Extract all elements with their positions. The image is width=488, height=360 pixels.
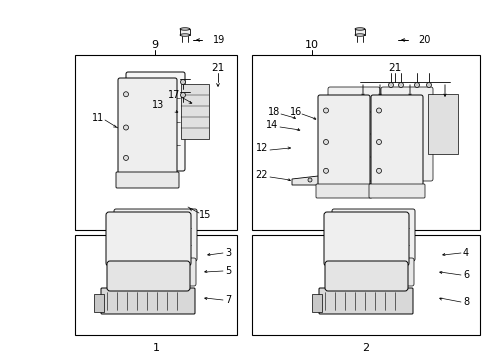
Bar bbox=[75, 55, 237, 230]
Text: 12: 12 bbox=[255, 143, 267, 153]
FancyBboxPatch shape bbox=[325, 261, 407, 291]
Text: 21: 21 bbox=[387, 63, 401, 73]
Circle shape bbox=[323, 168, 328, 173]
FancyBboxPatch shape bbox=[368, 184, 424, 198]
Circle shape bbox=[387, 82, 393, 87]
Bar bbox=[311, 294, 321, 312]
FancyBboxPatch shape bbox=[332, 258, 413, 286]
Circle shape bbox=[376, 168, 381, 173]
Text: 11: 11 bbox=[92, 113, 104, 123]
Circle shape bbox=[426, 82, 430, 87]
Text: 15: 15 bbox=[199, 210, 211, 220]
Text: 21: 21 bbox=[211, 63, 224, 73]
Text: 1: 1 bbox=[152, 343, 159, 353]
Text: 5: 5 bbox=[224, 266, 231, 276]
Text: 4: 4 bbox=[462, 248, 468, 258]
Bar bbox=[94, 294, 104, 312]
Bar bbox=[181, 84, 208, 139]
FancyBboxPatch shape bbox=[317, 95, 369, 189]
Circle shape bbox=[376, 108, 381, 113]
FancyBboxPatch shape bbox=[115, 258, 196, 286]
FancyBboxPatch shape bbox=[116, 172, 179, 188]
Ellipse shape bbox=[354, 28, 364, 30]
Circle shape bbox=[376, 139, 381, 144]
Bar bbox=[75, 235, 237, 335]
FancyBboxPatch shape bbox=[118, 78, 177, 177]
Text: 9: 9 bbox=[151, 40, 158, 50]
Circle shape bbox=[180, 80, 185, 85]
Ellipse shape bbox=[354, 34, 364, 36]
FancyBboxPatch shape bbox=[101, 288, 195, 314]
Circle shape bbox=[414, 82, 419, 87]
FancyBboxPatch shape bbox=[318, 288, 412, 314]
Text: 14: 14 bbox=[265, 120, 278, 130]
Polygon shape bbox=[291, 175, 326, 185]
Text: 7: 7 bbox=[224, 295, 231, 305]
FancyBboxPatch shape bbox=[106, 212, 191, 266]
FancyBboxPatch shape bbox=[380, 87, 432, 181]
Text: 6: 6 bbox=[462, 270, 468, 280]
FancyBboxPatch shape bbox=[331, 209, 414, 261]
Text: 20: 20 bbox=[417, 35, 429, 45]
Circle shape bbox=[123, 156, 128, 161]
Ellipse shape bbox=[180, 34, 189, 36]
Bar bbox=[251, 235, 479, 335]
FancyBboxPatch shape bbox=[114, 209, 197, 261]
Bar bbox=[180, 29, 189, 35]
Circle shape bbox=[323, 108, 328, 113]
Text: 16: 16 bbox=[289, 107, 302, 117]
Circle shape bbox=[180, 93, 185, 98]
Text: 22: 22 bbox=[255, 170, 268, 180]
FancyBboxPatch shape bbox=[370, 95, 422, 189]
Bar bbox=[427, 94, 457, 154]
FancyBboxPatch shape bbox=[126, 72, 184, 171]
Bar bbox=[251, 55, 479, 230]
Circle shape bbox=[307, 178, 311, 182]
Ellipse shape bbox=[180, 28, 189, 30]
Text: 13: 13 bbox=[152, 100, 164, 110]
Circle shape bbox=[323, 139, 328, 144]
FancyBboxPatch shape bbox=[327, 87, 379, 181]
Text: 8: 8 bbox=[462, 297, 468, 307]
FancyBboxPatch shape bbox=[107, 261, 190, 291]
Text: 17: 17 bbox=[167, 90, 180, 100]
Circle shape bbox=[398, 82, 403, 87]
Text: 19: 19 bbox=[213, 35, 225, 45]
Circle shape bbox=[123, 92, 128, 97]
Text: 10: 10 bbox=[305, 40, 318, 50]
Circle shape bbox=[123, 125, 128, 130]
Text: 3: 3 bbox=[224, 248, 231, 258]
Text: 2: 2 bbox=[362, 343, 369, 353]
FancyBboxPatch shape bbox=[315, 184, 371, 198]
FancyBboxPatch shape bbox=[324, 212, 408, 266]
Bar bbox=[354, 29, 364, 35]
Text: 18: 18 bbox=[267, 107, 280, 117]
